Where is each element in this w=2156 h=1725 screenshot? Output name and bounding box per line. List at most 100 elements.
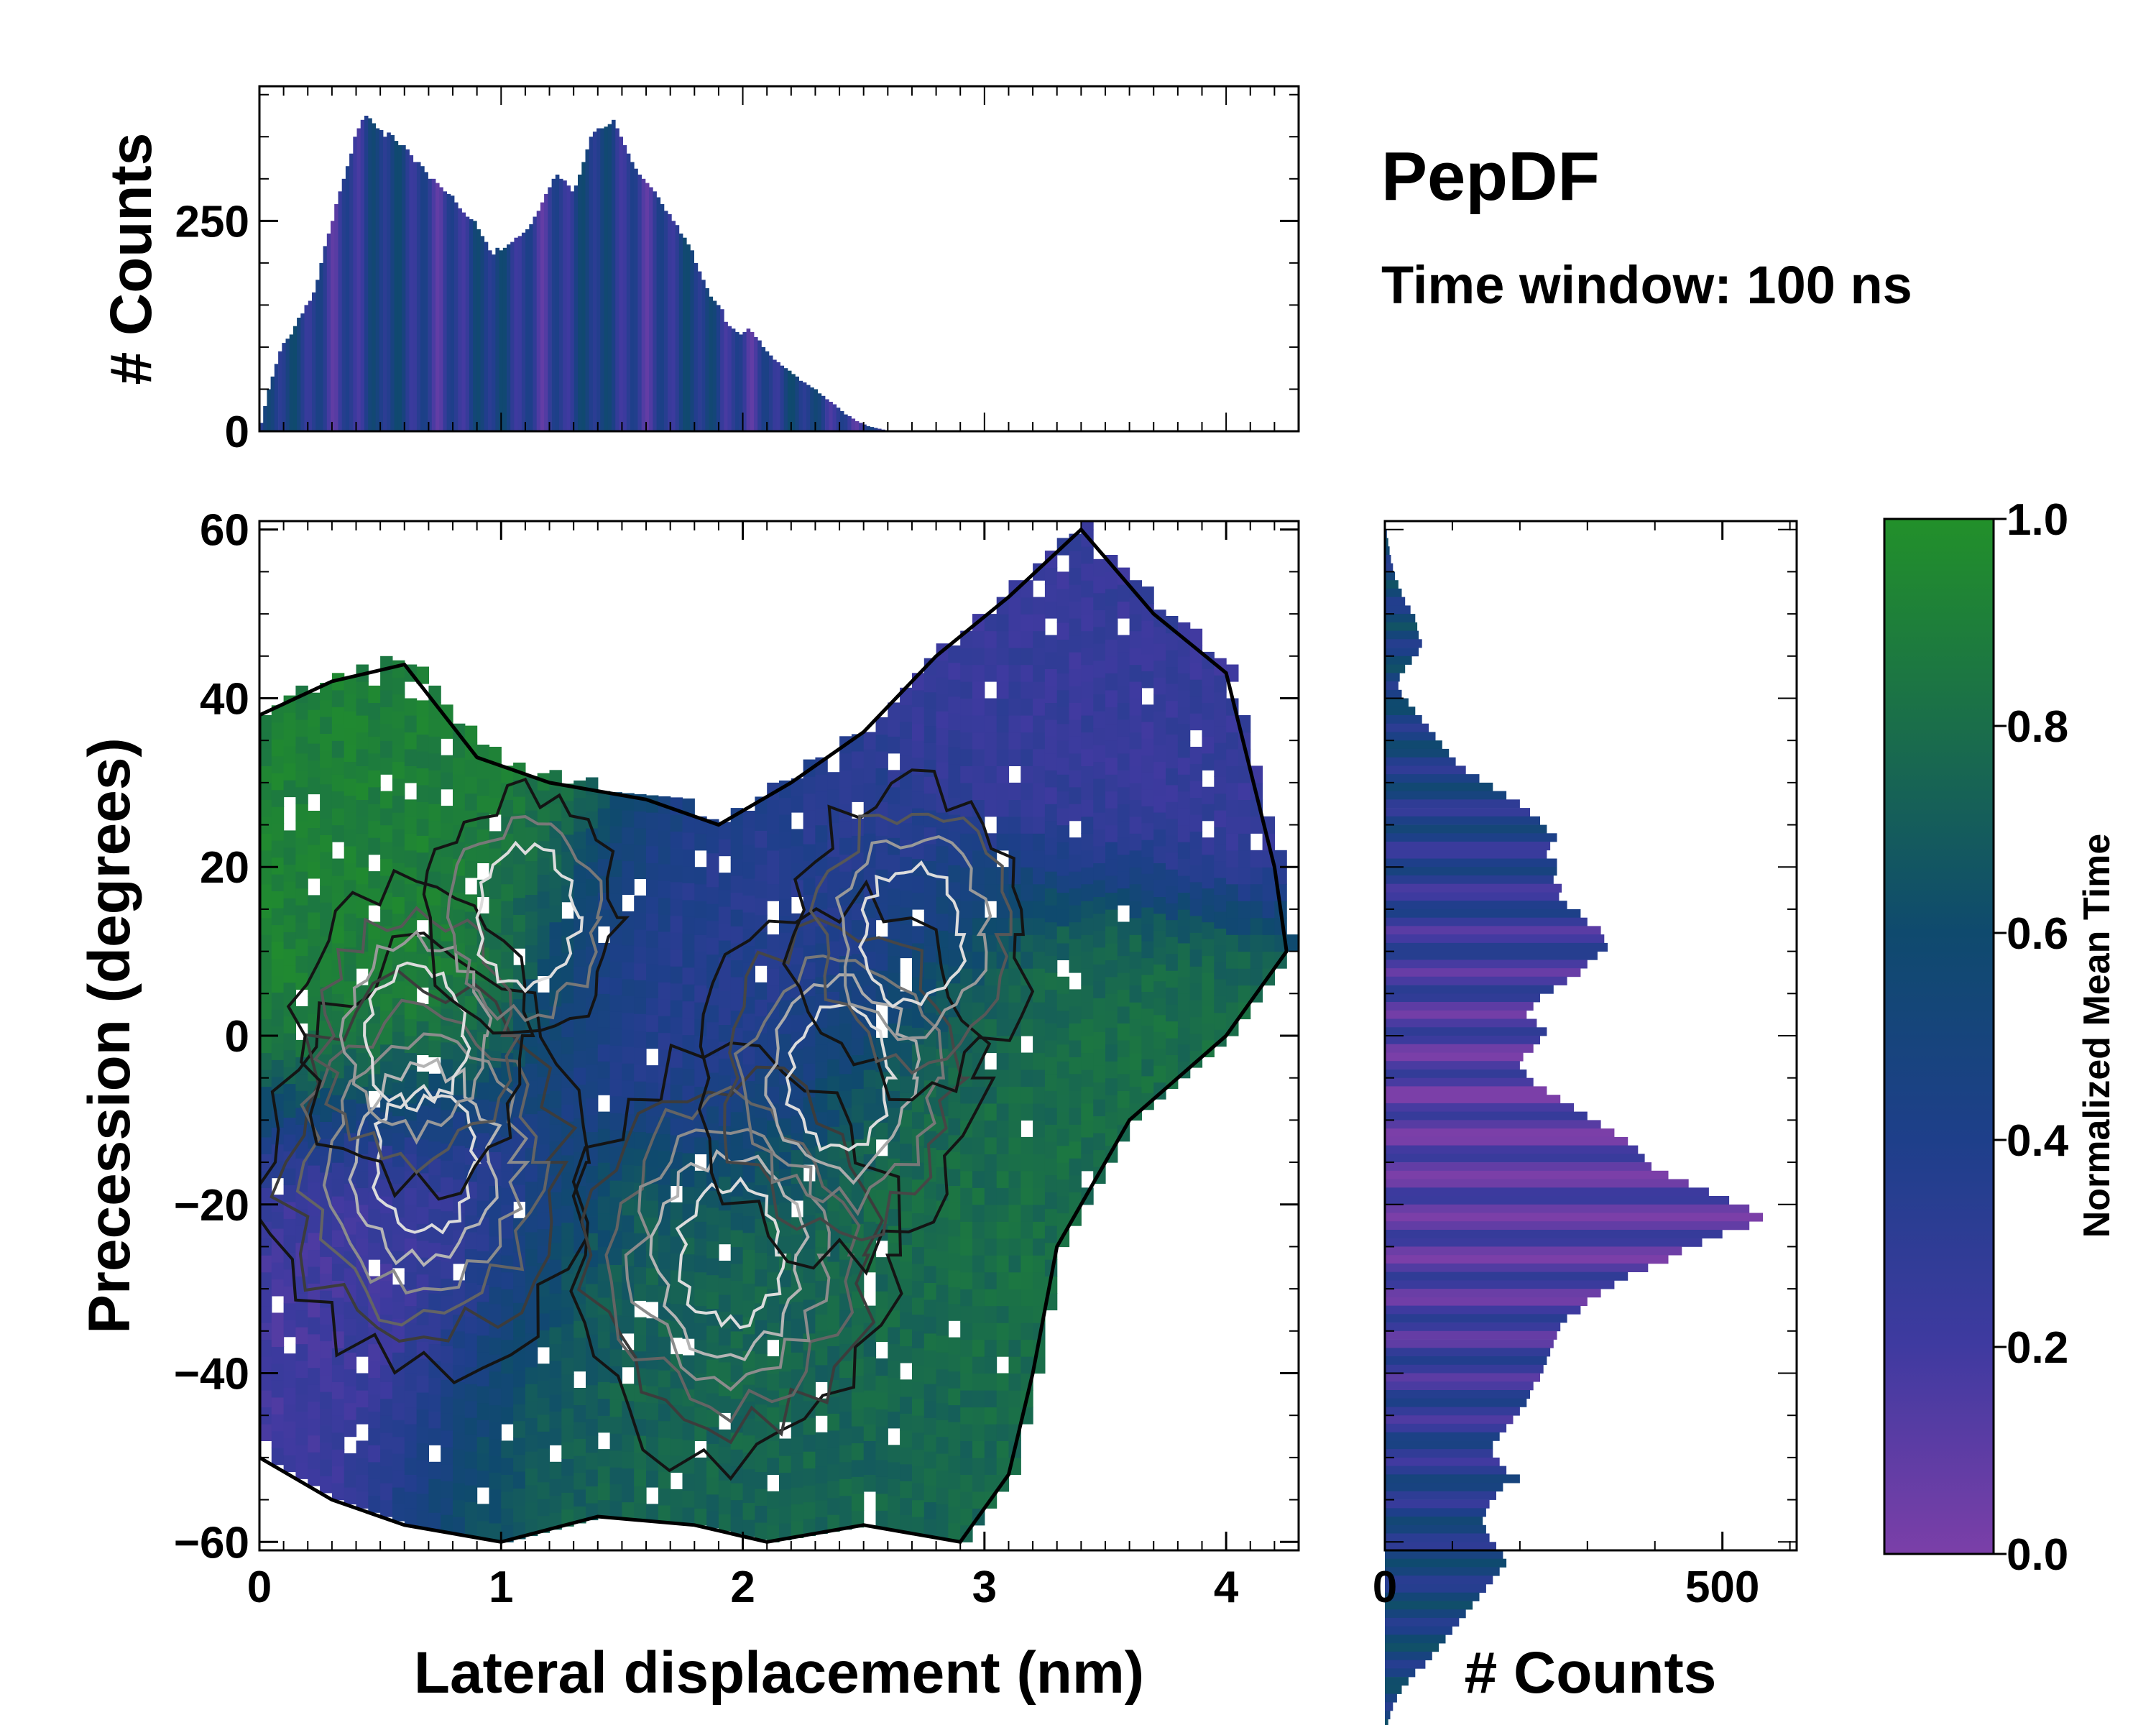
heatmap-cell — [271, 941, 285, 959]
heatmap-cell — [875, 1257, 888, 1275]
heatmap-cell — [331, 1061, 345, 1079]
heatmap-cell — [900, 1177, 913, 1195]
heatmap-cell — [1141, 991, 1154, 1009]
heatmap-cell — [549, 1259, 562, 1277]
heatmap-cell — [912, 723, 925, 741]
heatmap-cell — [428, 1512, 441, 1530]
heatmap-cell — [1189, 983, 1203, 1000]
heatmap-cell — [1202, 719, 1215, 737]
heatmap-cell — [755, 830, 768, 848]
heatmap-cell — [1033, 648, 1046, 666]
heatmap-cell — [453, 926, 466, 944]
top-histogram-bar — [573, 185, 579, 431]
heatmap-cell — [791, 845, 804, 863]
heatmap-cell — [1081, 597, 1094, 615]
heatmap-cell — [1069, 618, 1082, 636]
heatmap-cell — [368, 820, 381, 838]
heatmap-cell — [888, 1512, 900, 1530]
heatmap-cell — [622, 1198, 635, 1216]
heatmap-cell — [392, 845, 405, 863]
heatmap-cell — [803, 1248, 816, 1266]
heatmap-cell — [779, 831, 792, 849]
heatmap-cell — [936, 1335, 949, 1353]
heatmap-cell — [331, 1483, 345, 1501]
heatmap-cell — [960, 1271, 973, 1289]
heatmap-cell — [646, 1014, 659, 1032]
heatmap-cell — [996, 1271, 1010, 1289]
main-plot-frame — [258, 520, 1300, 1552]
right-histogram-bar — [1385, 1466, 1507, 1475]
heatmap-cell — [839, 1512, 852, 1530]
heatmap-cell — [706, 836, 719, 854]
heatmap-cell — [839, 1057, 852, 1075]
heatmap-cell — [453, 1145, 466, 1163]
heatmap-cell — [755, 1522, 768, 1540]
heatmap-cell — [573, 1438, 586, 1456]
heatmap-cell — [561, 1020, 574, 1038]
heatmap-cell — [791, 1436, 804, 1454]
right-histogram-bar — [1385, 1230, 1723, 1239]
heatmap-cell — [1153, 711, 1166, 729]
heatmap-cell — [1044, 736, 1058, 754]
heatmap-cell — [1153, 626, 1166, 644]
heatmap-cell — [1189, 1034, 1203, 1052]
heatmap-cell — [1069, 1158, 1082, 1176]
heatmap-cell — [996, 816, 1010, 834]
heatmap-cell — [586, 1199, 599, 1217]
heatmap-cell — [320, 817, 333, 835]
heatmap-cell — [718, 1496, 732, 1514]
right-histogram-bar — [1385, 858, 1557, 868]
heatmap-cell — [718, 1210, 732, 1228]
heatmap-cell — [259, 748, 272, 766]
heatmap-cell — [839, 1427, 852, 1445]
heatmap-cell — [1153, 1065, 1166, 1083]
heatmap-cell — [936, 896, 949, 914]
heatmap-cell — [634, 1469, 647, 1487]
heatmap-cell — [368, 753, 381, 770]
heatmap-cell — [1105, 791, 1118, 809]
heatmap-cell — [972, 681, 985, 699]
heatmap-cell — [936, 1368, 949, 1386]
top-histogram-bar — [278, 351, 282, 431]
heatmap-cell — [453, 1044, 466, 1062]
heatmap-cell — [755, 932, 768, 949]
heatmap-cell — [1033, 1289, 1046, 1307]
heatmap-cell — [912, 1280, 925, 1298]
heatmap-cell — [912, 1415, 925, 1433]
heatmap-cell — [586, 1064, 599, 1082]
right-histogram-bar — [1385, 1238, 1703, 1247]
heatmap-cell — [984, 732, 998, 750]
heatmap-cell — [1250, 917, 1263, 935]
heatmap-cell — [706, 1224, 719, 1242]
heatmap-cell — [694, 1289, 707, 1307]
heatmap-cell — [331, 1398, 345, 1416]
heatmap-cell — [730, 1230, 744, 1248]
heatmap-cell — [1021, 867, 1033, 885]
heatmap-cell — [283, 780, 296, 798]
heatmap-cell — [875, 1122, 888, 1140]
heatmap-cell — [923, 1198, 937, 1216]
heatmap-cell — [416, 700, 429, 718]
heatmap-cell — [996, 1086, 1010, 1104]
heatmap-cell — [1008, 968, 1021, 986]
heatmap-cell — [827, 1481, 840, 1499]
heatmap-cell — [1093, 795, 1106, 813]
heatmap-cell — [453, 1432, 466, 1450]
heatmap-cell — [1033, 1271, 1046, 1289]
heatmap-cell — [730, 1213, 744, 1230]
heatmap-cell — [863, 1070, 877, 1087]
heatmap-cell — [1069, 921, 1082, 939]
heatmap-cell — [718, 1159, 732, 1177]
heatmap-cell — [441, 1261, 453, 1279]
heatmap-cell — [1141, 755, 1154, 773]
heatmap-cell — [706, 1207, 719, 1225]
heatmap-cell — [1177, 673, 1191, 691]
heatmap-cell — [634, 1013, 647, 1031]
heatmap-cell — [283, 1302, 296, 1320]
heatmap-cell — [984, 1154, 998, 1172]
heatmap-cell — [308, 1300, 321, 1317]
heatmap-cell — [1033, 698, 1046, 716]
heatmap-cell — [718, 1227, 732, 1245]
heatmap-cell — [718, 1328, 732, 1346]
heatmap-cell — [670, 1084, 683, 1102]
